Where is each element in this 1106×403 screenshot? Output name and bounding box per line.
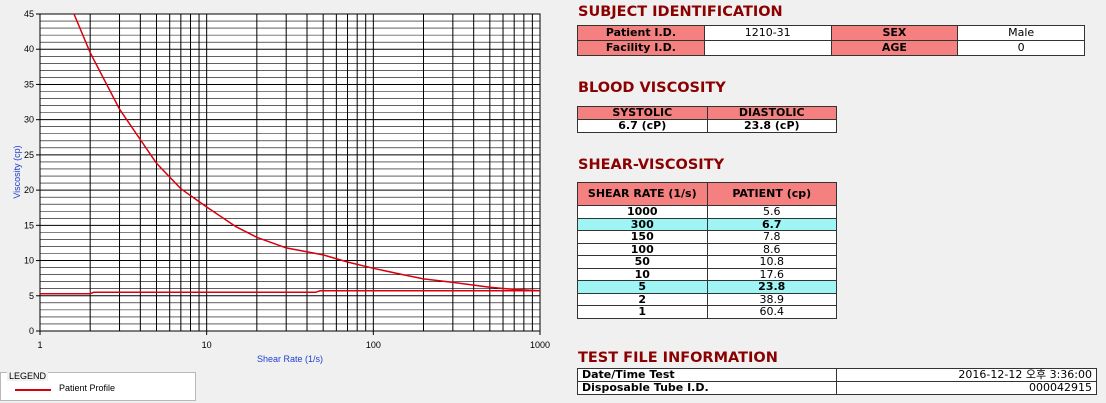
legend-title: LEGEND (7, 371, 49, 381)
shear-rate-cell: 2 (577, 292, 708, 306)
y-tick-label: 0 (29, 326, 34, 336)
table-row: 150 7.8 (577, 230, 837, 244)
patient-cp-cell: 7.8 (706, 230, 837, 244)
age-label: AGE (830, 40, 959, 56)
test-file-information-title: TEST FILE INFORMATION (578, 350, 778, 366)
y-tick-label: 15 (24, 220, 34, 230)
plot-area (39, 13, 541, 332)
table-row: 10 17.6 (577, 267, 837, 281)
systolic-label: SYSTOLIC (577, 106, 708, 120)
tube-id-label: Disposable Tube I.D. (576, 381, 838, 395)
shear-rate-cell: 100 (577, 242, 708, 256)
x-tick-label: 1000 (530, 340, 550, 350)
chart-grid (40, 14, 540, 331)
shear-rate-cell: 300 (577, 217, 708, 231)
patient-cp-cell: 17.6 (706, 267, 837, 281)
subject-table: Patient I.D. 1210-31 SEX Male Facility I… (577, 25, 1085, 56)
table-row: 2 38.9 (577, 292, 837, 306)
sex-label: SEX (830, 25, 959, 41)
x-tick-label: 100 (366, 340, 381, 350)
patient-cp-cell: 8.6 (706, 242, 837, 256)
table-row: 50 10.8 (577, 255, 837, 269)
x-tick-label: 10 (202, 340, 212, 350)
patient-id-value: 1210-31 (703, 25, 832, 41)
y-axis-label: Viscosity (cp) (12, 145, 22, 198)
y-tick-label: 25 (24, 150, 34, 160)
table-row: 1 60.4 (577, 305, 837, 319)
tube-id-value: 000042915 (836, 381, 1097, 395)
patient-id-label: Patient I.D. (577, 25, 705, 41)
y-tick-label: 35 (24, 79, 34, 89)
age-value: 0 (957, 40, 1085, 56)
table-row: 100 8.6 (577, 242, 837, 256)
chart-series (40, 13, 541, 295)
systolic-value: 6.7 (cP) (577, 119, 708, 133)
patient-cp-cell: 6.7 (706, 217, 837, 231)
series-line-patient-profile (73, 13, 541, 292)
blood-viscosity-table: SYSTOLIC DIASTOLIC 6.7 (cP) 23.8 (cP) (577, 106, 837, 133)
facility-id-label: Facility I.D. (577, 40, 705, 56)
facility-id-value (703, 40, 832, 56)
table-row: 1000 5.6 (577, 205, 837, 219)
patient-cp-cell: 5.6 (706, 205, 837, 219)
patient-cp-cell: 10.8 (706, 255, 837, 269)
shear-rate-header: SHEAR RATE (1/s) (577, 182, 708, 206)
patient-cp-header: PATIENT (cp) (706, 182, 837, 206)
blood-viscosity-title: BLOOD VISCOSITY (578, 80, 726, 96)
legend: LEGEND Patient Profile (0, 371, 196, 401)
shear-rate-cell: 150 (577, 230, 708, 244)
series-line-baseline (40, 290, 540, 295)
shear-viscosity-title: SHEAR-VISCOSITY (578, 157, 725, 173)
patient-cp-cell: 23.8 (706, 280, 837, 294)
y-tick-label: 40 (24, 44, 34, 54)
datetime-label: Date/Time Test (576, 368, 838, 382)
datetime-value: 2016-12-12 오후 3:36:00 (836, 368, 1097, 382)
legend-item-label: Patient Profile (59, 383, 116, 393)
patient-cp-cell: 38.9 (706, 292, 837, 306)
table-row: 300 6.7 (577, 217, 837, 231)
shear-rate-cell: 1 (577, 305, 708, 319)
legend-line-swatch (15, 389, 51, 391)
shear-rate-cell: 50 (577, 255, 708, 269)
viscosity-chart: 0 5 10 15 20 25 30 35 40 45 1 10 100 1000 Shear Rate … (12, 9, 550, 364)
test-file-table: Date/Time Test 2016-12-12 오후 3:36:00 Dis… (576, 368, 1097, 395)
subject-identification-title: SUBJECT IDENTIFICATION (578, 4, 783, 20)
diastolic-value: 23.8 (cP) (706, 119, 837, 133)
y-tick-label: 45 (24, 9, 34, 19)
table-row: 5 23.8 (577, 280, 837, 294)
x-tick-label: 1 (37, 340, 42, 350)
sex-value: Male (957, 25, 1085, 41)
y-tick-label: 30 (24, 115, 34, 125)
y-tick-label: 5 (29, 291, 34, 301)
y-tick-label: 20 (24, 185, 34, 195)
chart-ticks: 0 5 10 15 20 25 30 35 40 45 1 10 100 1000 (24, 9, 550, 350)
diastolic-label: DIASTOLIC (706, 106, 837, 120)
shear-rate-cell: 10 (577, 267, 708, 281)
shear-rate-cell: 1000 (577, 205, 708, 219)
patient-cp-cell: 60.4 (706, 305, 837, 319)
y-tick-label: 10 (24, 256, 34, 266)
x-axis-label: Shear Rate (1/s) (257, 354, 323, 364)
shear-rate-cell: 5 (577, 280, 708, 294)
shear-viscosity-table: SHEAR RATE (1/s) PATIENT (cp) 1000 5.6 30… (577, 182, 837, 319)
